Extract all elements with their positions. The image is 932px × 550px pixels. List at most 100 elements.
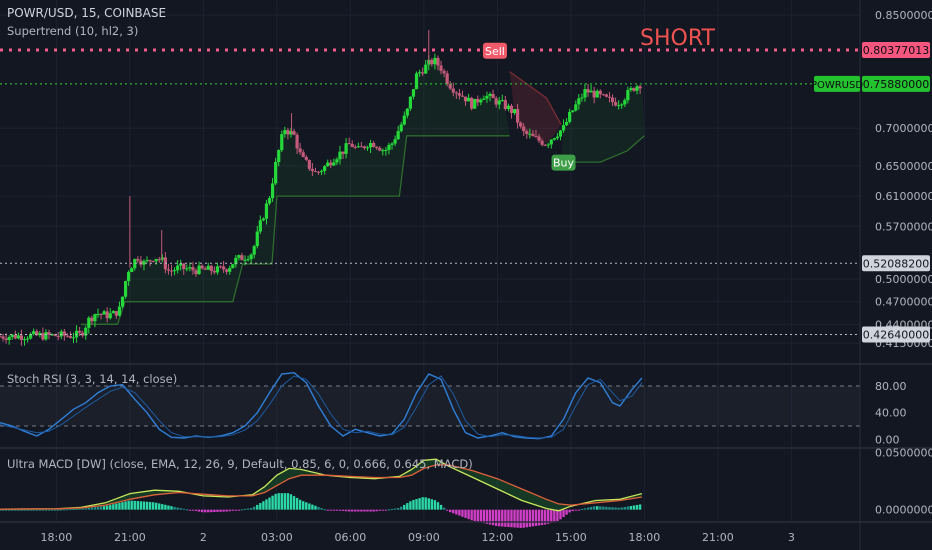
candle-body — [506, 105, 511, 109]
candle-body — [59, 331, 63, 337]
candle-body — [1, 336, 5, 339]
macd-histogram-bar — [194, 509, 198, 512]
candle-body — [50, 334, 54, 336]
candle-body — [555, 136, 560, 139]
candle-body — [277, 150, 281, 163]
candle-body — [10, 334, 14, 337]
candle-body — [466, 97, 471, 102]
candle-body — [71, 337, 76, 339]
macd-histogram-bar — [592, 506, 596, 510]
candle-body — [96, 313, 100, 315]
macd-histogram-bar — [81, 508, 84, 510]
macd-histogram-bar — [17, 509, 20, 511]
macd-histogram-bar — [522, 509, 525, 528]
macd-histogram-bar — [148, 502, 152, 510]
macd-histogram-bar — [280, 493, 283, 510]
macd-histogram-bar — [75, 508, 78, 510]
candle-body — [326, 162, 330, 167]
candle-body — [635, 86, 639, 91]
macd-histogram-bar — [234, 509, 238, 511]
macd-histogram-bar — [145, 501, 149, 510]
supertrend-legend[interactable]: Supertrend (10, hl2, 3) — [7, 24, 138, 38]
macd-histogram-bar — [635, 504, 639, 510]
macd-histogram-bar — [253, 506, 256, 510]
candle-body — [390, 143, 394, 145]
macd-histogram-bar — [14, 509, 17, 511]
candle-body — [623, 100, 627, 105]
candle-body — [329, 162, 333, 166]
candle-body — [68, 336, 73, 338]
macd-histogram-bar — [525, 509, 528, 528]
macd-histogram-bar — [491, 509, 495, 526]
labels-layer: 18:00 21:00 2 03:00 06:00 09:00 12:00 15:00 18:0… — [41, 9, 932, 544]
candle-body — [396, 131, 400, 140]
candle-body — [537, 136, 541, 141]
candle-body — [185, 268, 189, 270]
symbol-title[interactable]: POWR/USD, 15, COINBASE — [7, 6, 166, 20]
candle-body — [384, 149, 388, 151]
candle-body — [130, 268, 134, 273]
candle-body — [629, 88, 633, 91]
stoch-rsi-legend[interactable]: Stoch RSI (3, 3, 14, 14, close) — [7, 372, 177, 386]
candle-body — [231, 264, 235, 269]
macd-histogram-bar — [124, 501, 127, 510]
price-tag-label: 0.75880000 — [863, 78, 929, 91]
macd-histogram-bar — [568, 509, 571, 513]
candle-body — [99, 313, 103, 315]
macd-histogram-bar — [335, 509, 339, 511]
macd-histogram-bar — [118, 502, 121, 510]
macd-histogram-bar — [507, 509, 510, 528]
candle-body — [35, 331, 39, 336]
candle-body — [528, 133, 532, 135]
macd-histogram-bar — [449, 509, 452, 513]
macd-histogram-bar — [629, 506, 633, 510]
macd-histogram-bar — [390, 508, 394, 510]
candle-body — [298, 148, 302, 153]
macd-histogram-bar — [534, 509, 538, 526]
candle-body — [439, 65, 443, 71]
candle-body — [176, 265, 180, 271]
candle-body — [378, 147, 382, 151]
macd-histogram-bar — [268, 497, 271, 510]
macd-histogram-bar — [596, 506, 599, 510]
macd-histogram-bar — [38, 509, 42, 511]
macd-histogram-bar — [121, 502, 124, 510]
candle-body — [136, 259, 140, 261]
candle-body — [304, 156, 308, 160]
symbol-tag-label: POWRUSD — [811, 80, 863, 91]
macd-histogram-bar — [60, 509, 63, 511]
macd-histogram-bar — [617, 507, 620, 510]
macd-histogram-bar — [4, 509, 8, 511]
candle-body — [319, 170, 324, 172]
candle-body — [142, 261, 146, 265]
candle-body — [592, 90, 596, 98]
candle-body — [350, 143, 354, 147]
macd-histogram-bar — [161, 504, 164, 510]
macd-histogram-bar — [559, 509, 562, 520]
candle-body — [102, 311, 106, 315]
macd-histogram-bar — [240, 509, 244, 511]
candle-body — [540, 140, 544, 145]
candle-body — [463, 96, 468, 102]
macd-histogram-bar — [354, 509, 357, 512]
macd-histogram-bar — [614, 507, 617, 510]
signal-label-buy: Buy — [553, 157, 575, 170]
series-layer — [0, 30, 860, 528]
price-tag-bg — [862, 326, 930, 343]
stoch-tick-label: 80.00 — [875, 380, 907, 393]
candle-body — [157, 259, 161, 261]
macd-histogram-bar — [433, 500, 437, 510]
ultra-macd-legend[interactable]: Ultra MACD [DW] (close, EMA, 12, 26, 9, … — [7, 457, 473, 471]
candle-body — [359, 146, 363, 148]
macd-histogram-bar — [133, 500, 136, 510]
candle-body — [571, 110, 575, 112]
candle-body — [292, 131, 296, 135]
candle-body — [583, 89, 587, 98]
macd-tick-label: 0.00000000 — [875, 504, 932, 517]
macd-histogram-bar — [384, 509, 388, 511]
candle-body — [430, 59, 434, 65]
supertrend-line-0 — [80, 135, 510, 325]
